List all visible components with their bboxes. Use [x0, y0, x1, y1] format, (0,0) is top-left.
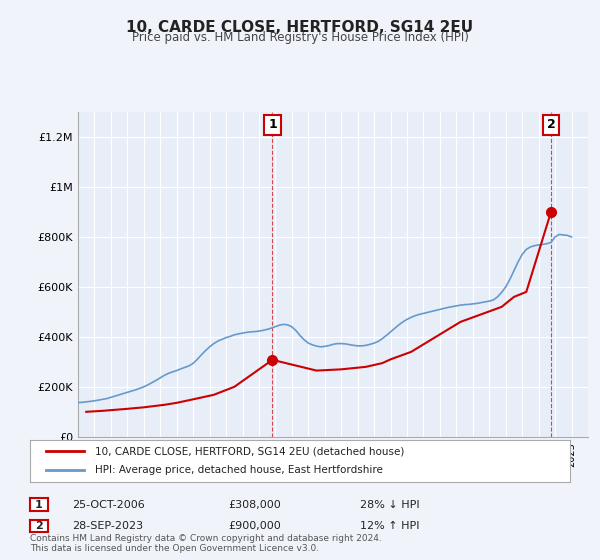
Text: Price paid vs. HM Land Registry's House Price Index (HPI): Price paid vs. HM Land Registry's House … — [131, 31, 469, 44]
Text: 28-SEP-2023: 28-SEP-2023 — [72, 521, 143, 531]
Text: Contains HM Land Registry data © Crown copyright and database right 2024.
This d: Contains HM Land Registry data © Crown c… — [30, 534, 382, 553]
Text: HPI: Average price, detached house, East Hertfordshire: HPI: Average price, detached house, East… — [95, 465, 383, 475]
Text: 10, CARDE CLOSE, HERTFORD, SG14 2EU (detached house): 10, CARDE CLOSE, HERTFORD, SG14 2EU (det… — [95, 446, 404, 456]
Text: 1: 1 — [35, 500, 43, 510]
Text: 2: 2 — [547, 119, 556, 132]
Text: 2: 2 — [35, 521, 43, 531]
Text: 28% ↓ HPI: 28% ↓ HPI — [360, 500, 419, 510]
Text: £900,000: £900,000 — [228, 521, 281, 531]
Text: 10, CARDE CLOSE, HERTFORD, SG14 2EU: 10, CARDE CLOSE, HERTFORD, SG14 2EU — [127, 20, 473, 35]
Text: £308,000: £308,000 — [228, 500, 281, 510]
Text: 12% ↑ HPI: 12% ↑ HPI — [360, 521, 419, 531]
Text: 25-OCT-2006: 25-OCT-2006 — [72, 500, 145, 510]
Text: 1: 1 — [268, 119, 277, 132]
